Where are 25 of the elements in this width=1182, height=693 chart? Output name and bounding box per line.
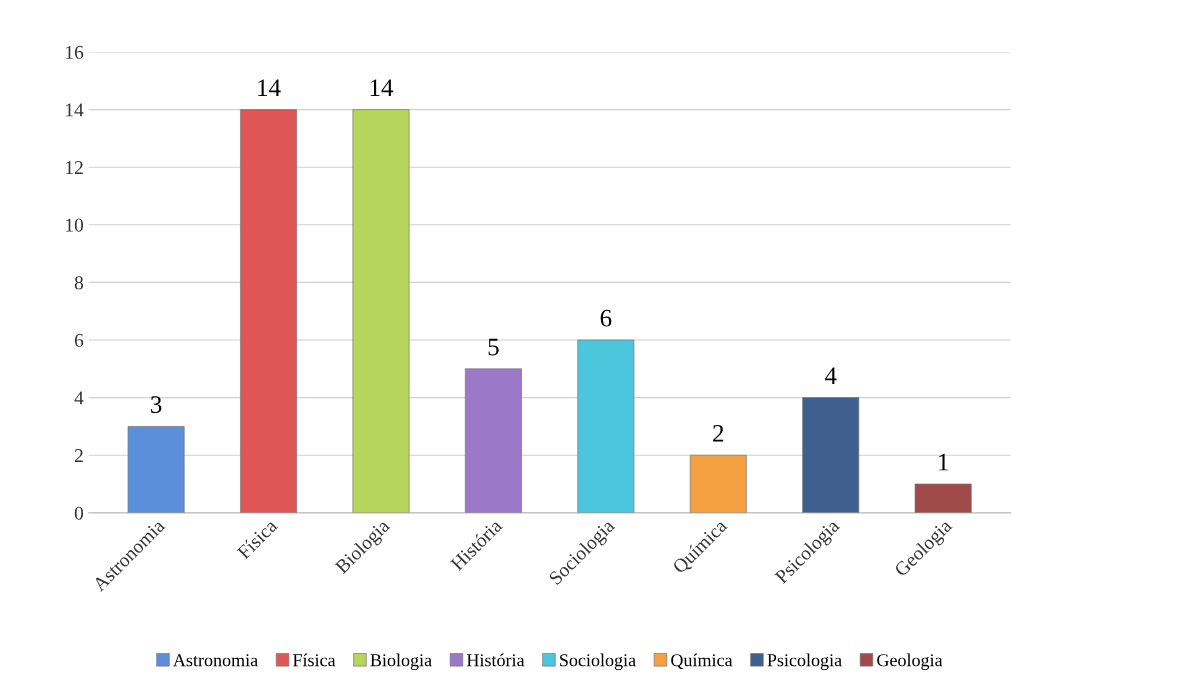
legend-label: História <box>466 653 525 667</box>
data-label: 14 <box>258 79 281 96</box>
y-tick-label: 14 <box>66 103 84 117</box>
y-tick-label: 4 <box>74 391 84 405</box>
legend-label: Psicologia <box>767 653 842 671</box>
legend-label: Química <box>671 653 733 670</box>
y-tick-label: 10 <box>66 218 84 232</box>
data-label: 5 <box>488 338 499 356</box>
y-tick-label: 16 <box>66 45 84 59</box>
data-label: 2 <box>713 425 724 442</box>
legend-label: Geologia <box>877 653 943 671</box>
legend-label: Biologia <box>370 653 432 671</box>
data-label: 14 <box>370 79 394 96</box>
y-tick-label: 2 <box>74 449 83 462</box>
legend-label: Astronomia <box>173 654 258 667</box>
y-tick-label: 12 <box>66 161 83 174</box>
legend-label: Sociologia <box>560 653 636 671</box>
data-label: 3 <box>151 396 162 413</box>
data-label: 4 <box>824 367 837 384</box>
data-label: 6 <box>600 309 612 327</box>
y-tick-label: 8 <box>74 276 84 290</box>
legend-label: Física <box>292 653 336 667</box>
y-tick-label: 0 <box>74 506 84 520</box>
y-tick-label: 6 <box>74 333 84 347</box>
data-label: 1 <box>939 453 948 471</box>
